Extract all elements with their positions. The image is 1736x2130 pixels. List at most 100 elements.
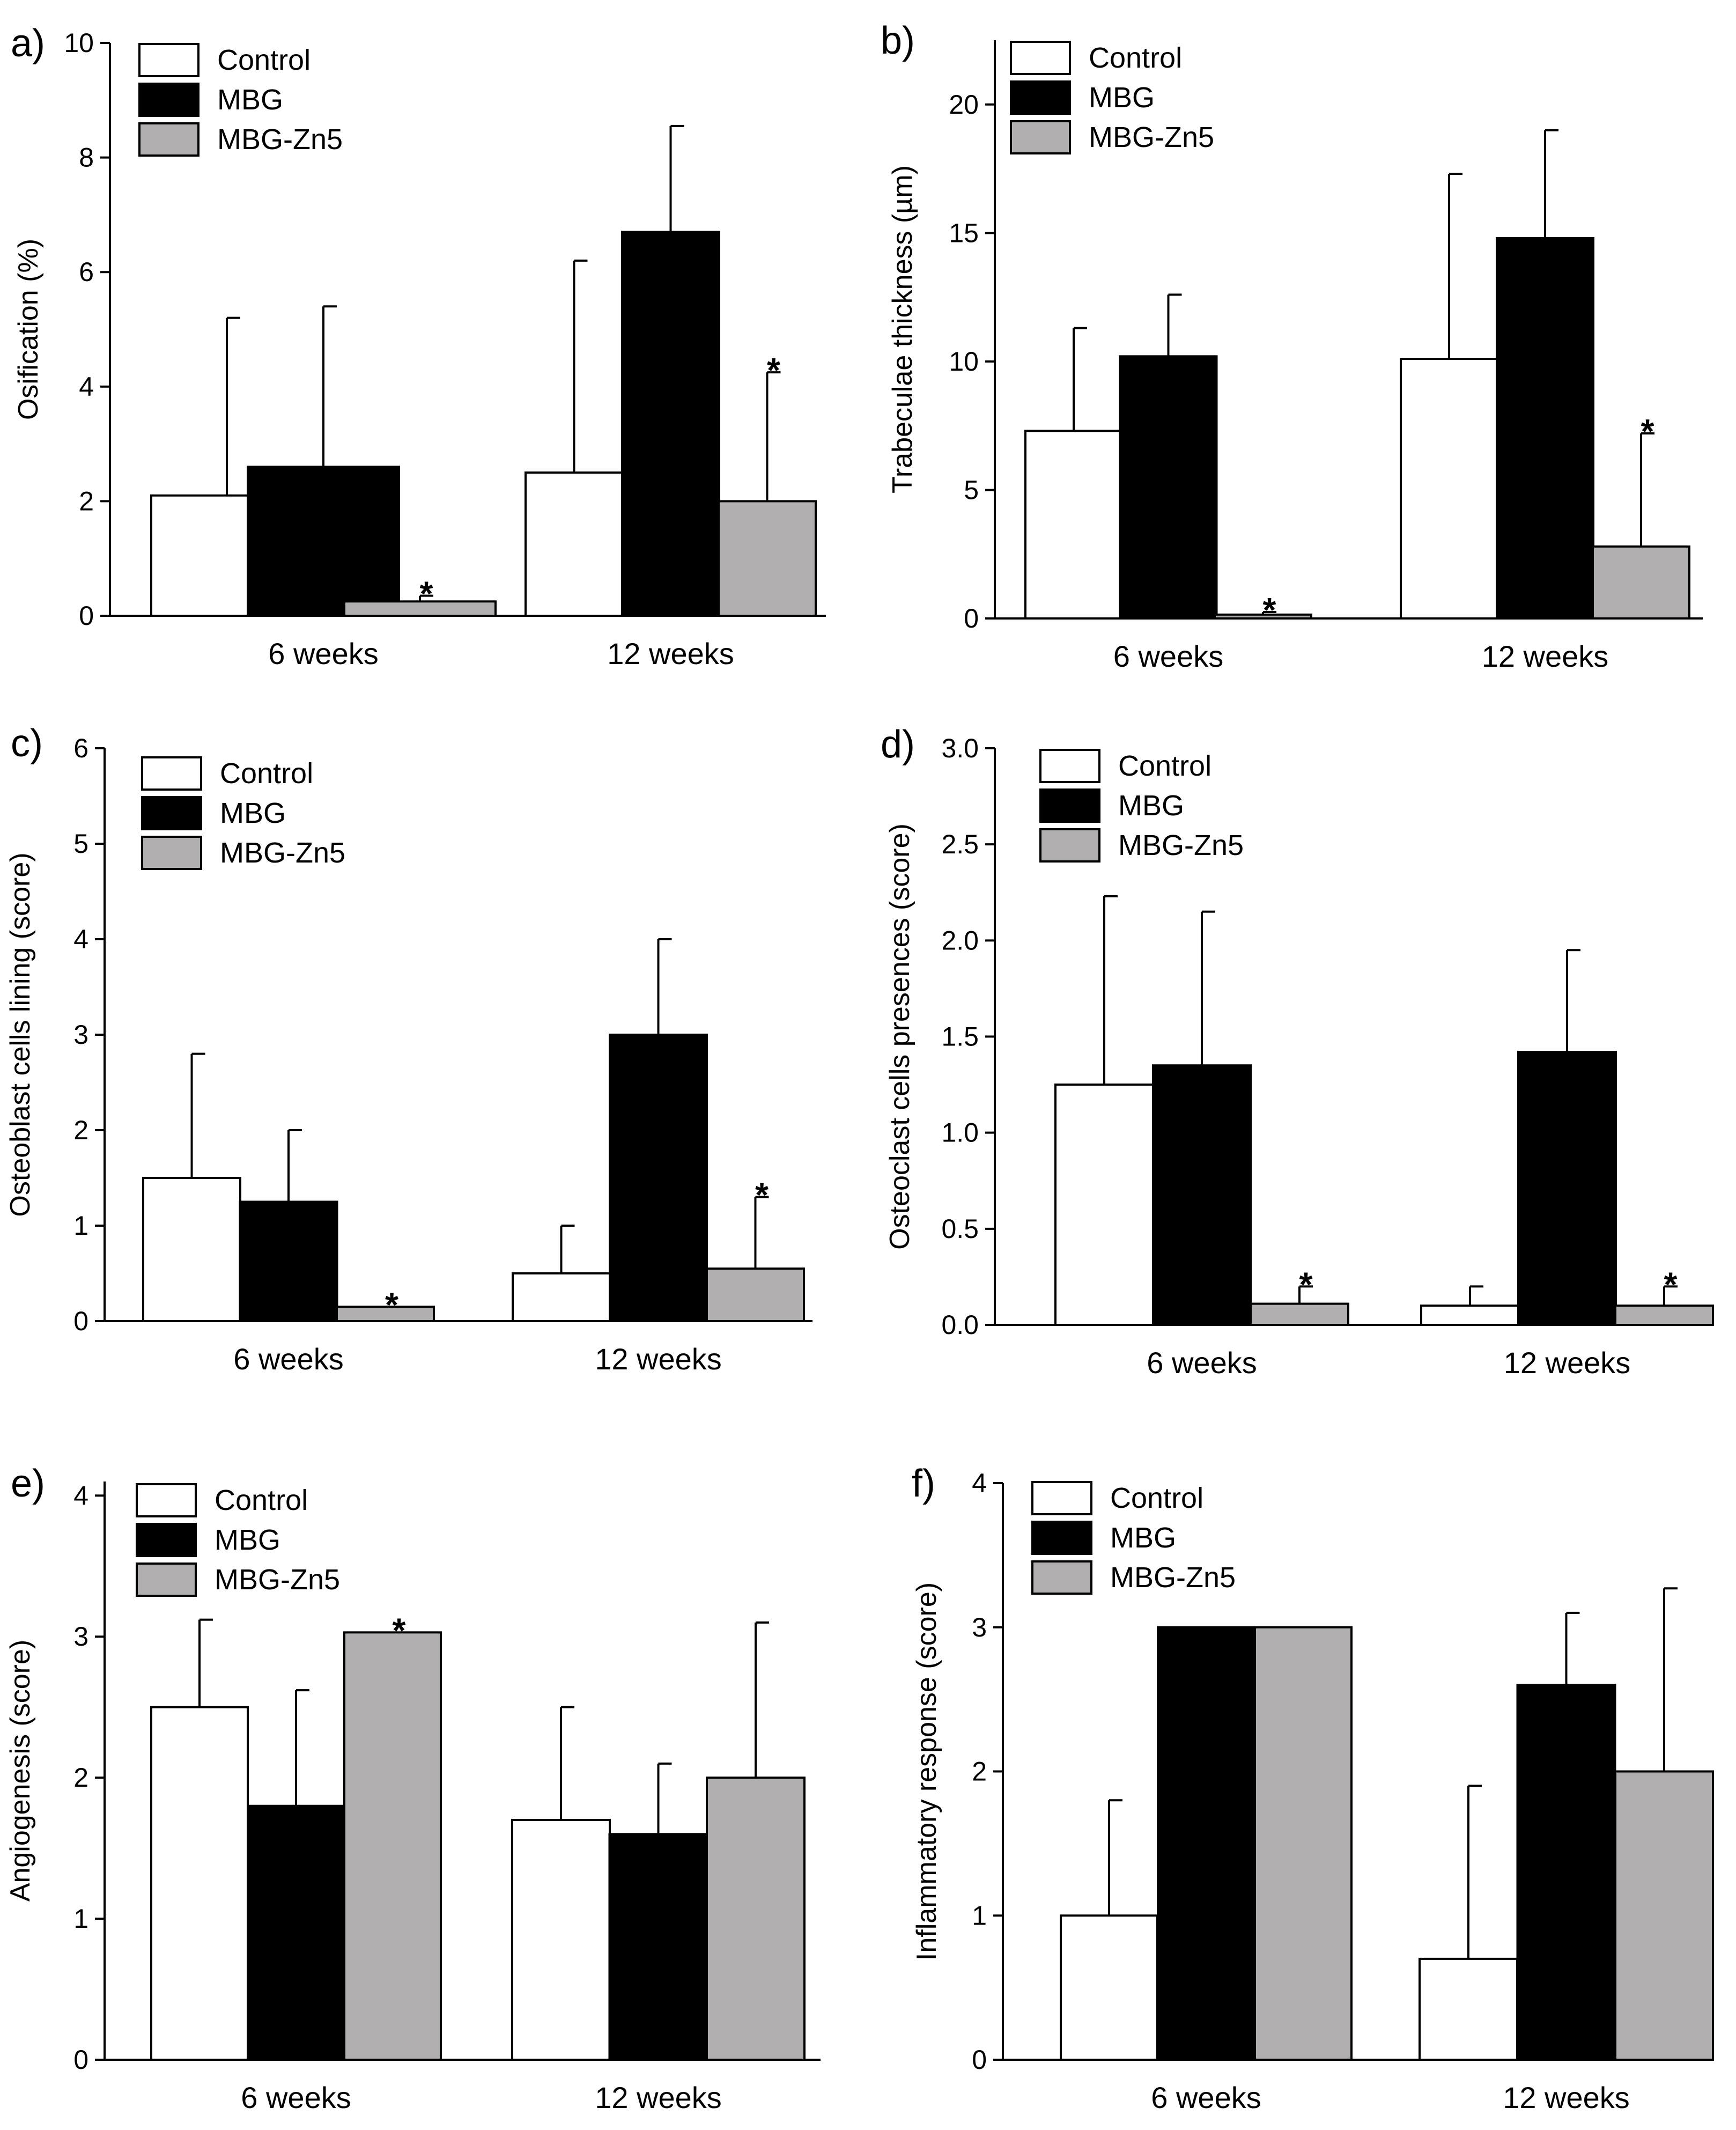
y-tick-label: 2.0 <box>941 925 979 955</box>
y-tick-label: 2 <box>73 1115 88 1145</box>
bar <box>621 231 720 617</box>
panel-letter: b) <box>881 19 915 62</box>
legend-swatch <box>141 796 202 830</box>
bar <box>1614 1304 1714 1326</box>
y-tick-label: 0 <box>964 603 979 633</box>
y-tick-label: 8 <box>79 143 94 173</box>
y-tick-label: 0 <box>73 1306 88 1336</box>
y-tick-label: 0.5 <box>941 1214 979 1244</box>
significance-marker: * <box>1299 1265 1313 1303</box>
legend-label: MBG <box>1110 1522 1176 1554</box>
y-tick-label: 3 <box>73 1622 88 1652</box>
legend-label: MBG <box>217 84 283 116</box>
y-tick-label: 1 <box>73 1904 88 1934</box>
y-axis-label: Inflammatory response (score) <box>911 1582 942 1961</box>
y-tick-label: 20 <box>949 90 979 120</box>
legend-swatch <box>1031 1521 1092 1555</box>
y-tick-label: 3.0 <box>941 733 979 763</box>
panel-letter: f) <box>912 1462 935 1505</box>
y-tick-label: 6 <box>73 733 88 763</box>
panel-letter: c) <box>11 722 43 765</box>
chart-panel: a) * 6 weeks * 12 weeks 0 2 4 6 8 10 Osification (%… <box>11 22 826 670</box>
bar <box>1254 1626 1353 2061</box>
legend-label: MBG-Zn5 <box>1089 121 1214 153</box>
bar <box>150 1706 249 2061</box>
chart-panel: e) * 6 weeks 12 weeks 0 1 2 3 4 Angiogenesis (sco… <box>5 1462 821 2114</box>
significance-marker: * <box>420 574 433 613</box>
bar <box>1152 1064 1252 1326</box>
bar <box>525 471 624 617</box>
y-tick-label: 1.5 <box>941 1022 979 1052</box>
legend-label: MBG <box>1118 790 1184 822</box>
bar <box>512 1272 611 1322</box>
chart-panel: f) 6 weeks 12 weeks 0 1 2 3 4 Inflammatory respo… <box>911 1462 1714 2114</box>
y-tick-label: 6 <box>79 257 94 287</box>
bar <box>1614 1770 1714 2061</box>
bar <box>1024 430 1123 620</box>
y-tick-label: 0 <box>79 601 94 631</box>
significance-marker: * <box>1641 412 1654 451</box>
legend-swatch <box>136 1563 197 1597</box>
legend-swatch <box>136 1483 197 1517</box>
significance-marker: * <box>767 351 780 389</box>
bar <box>1420 1304 1520 1326</box>
bar <box>142 1177 241 1322</box>
y-tick-label: 3 <box>73 1020 88 1050</box>
bar <box>511 1819 611 2061</box>
significance-marker: * <box>393 1611 406 1649</box>
legend: Control MBG MBG-Zn5 <box>1039 749 1244 863</box>
y-tick-label: 5 <box>73 829 88 859</box>
legend: Control MBG MBG-Zn5 <box>1031 1481 1236 1595</box>
y-tick-label: 4 <box>73 924 88 954</box>
y-tick-label: 2 <box>972 1757 987 1787</box>
legend-swatch <box>1031 1560 1092 1595</box>
legend-label: Control <box>1110 1482 1203 1514</box>
legend-label: Control <box>217 44 311 76</box>
legend-label: MBG-Zn5 <box>217 123 343 156</box>
legend-swatch <box>138 122 200 157</box>
category-label: 6 weeks <box>268 637 378 670</box>
legend-label: Control <box>1118 750 1211 782</box>
bar <box>1250 1302 1349 1326</box>
bar <box>343 1631 442 2061</box>
legend-label: Control <box>220 757 313 790</box>
legend-swatch <box>1039 828 1100 863</box>
legend-swatch <box>136 1523 197 1557</box>
category-label: 12 weeks <box>1503 2081 1630 2114</box>
bar <box>718 500 817 617</box>
bar <box>609 1034 708 1322</box>
category-label: 12 weeks <box>1482 639 1609 673</box>
y-tick-label: 2.5 <box>941 829 979 859</box>
y-tick-label: 10 <box>949 347 979 377</box>
bar <box>247 466 400 617</box>
significance-marker: * <box>1263 591 1276 629</box>
y-tick-label: 1 <box>73 1211 88 1241</box>
legend-swatch <box>138 83 200 117</box>
panel-letter: d) <box>881 723 915 766</box>
category-label: 6 weeks <box>233 1342 343 1376</box>
y-tick-label: 1.0 <box>941 1118 979 1148</box>
y-tick-label: 5 <box>964 475 979 505</box>
y-tick-label: 1 <box>972 1900 987 1930</box>
panel-letter: a) <box>11 22 45 65</box>
legend-swatch <box>1039 749 1100 783</box>
bar <box>247 1804 345 2061</box>
y-tick-label: 10 <box>64 28 94 58</box>
bar <box>1400 358 1498 620</box>
chart-panel: d) * 6 weeks * 12 weeks 0.0 0.5 1.0 1.5 2.0 2.5 3.0… <box>881 723 1714 1380</box>
category-label: 12 weeks <box>607 637 734 670</box>
legend-swatch <box>1010 120 1071 154</box>
category-label: 12 weeks <box>1504 1346 1631 1380</box>
category-label: 6 weeks <box>241 2081 351 2114</box>
chart-panel: c) * 6 weeks * 12 weeks 0 1 2 3 4 5 6 Osteoblast cel… <box>5 722 812 1376</box>
bar <box>1060 1914 1158 2061</box>
bar <box>1157 1626 1255 2061</box>
y-axis-label: Osification (%) <box>13 239 44 420</box>
legend-label: MBG <box>1089 82 1155 114</box>
category-label: 6 weeks <box>1147 1346 1257 1380</box>
bar <box>1419 1957 1518 2061</box>
legend-swatch <box>1010 80 1071 115</box>
bar <box>1119 355 1218 620</box>
legend-label: Control <box>1089 42 1182 74</box>
legend-label: MBG-Zn5 <box>1118 829 1244 861</box>
